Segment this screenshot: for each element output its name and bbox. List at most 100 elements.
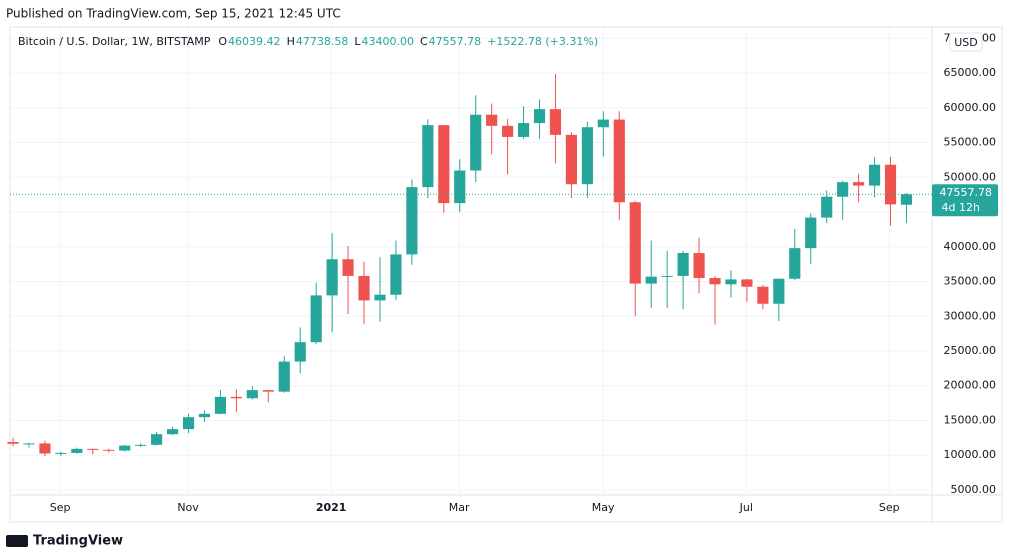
x-tick-label: 2021: [316, 501, 347, 514]
candle-body: [326, 259, 338, 296]
legend: Bitcoin / U.S. Dollar, 1W, BITSTAMP O 4603…: [18, 35, 598, 48]
y-tick-label: 40000.00: [944, 240, 997, 253]
candle-body: [773, 278, 785, 304]
y-tick-label: 60000.00: [944, 101, 997, 114]
ohlc-key: C: [420, 35, 428, 48]
brand: TradingView: [6, 534, 123, 549]
ohlc-key: H: [287, 35, 295, 48]
candle-body: [262, 390, 274, 392]
x-tick-label: Nov: [177, 501, 199, 514]
candle-body: [549, 109, 562, 135]
candle-body: [151, 434, 163, 445]
change: +1522.78 (+3.31%): [487, 35, 598, 48]
currency-label: USD: [954, 36, 978, 49]
candle-body: [406, 187, 418, 255]
candle-body: [454, 170, 466, 204]
currency-box: [949, 32, 983, 52]
candle-body: [470, 114, 482, 171]
candle-body: [805, 217, 817, 249]
y-tick-label: 10000.00: [944, 448, 997, 461]
candle-body: [87, 448, 99, 450]
candle-body: [677, 253, 689, 276]
x-tick-label: Mar: [449, 501, 470, 514]
symbol: Bitcoin / U.S. Dollar, 1W, BITSTAMP: [18, 35, 211, 48]
candle-body: [757, 286, 769, 304]
candle-body: [565, 134, 578, 185]
candle-body: [837, 182, 849, 197]
x-tick-label: May: [592, 501, 615, 514]
candle-body: [71, 448, 83, 453]
candle-body: [502, 125, 514, 137]
y-tick-label: 15000.00: [944, 413, 997, 426]
candle-body: [39, 443, 51, 454]
candle-body: [438, 125, 450, 204]
candle-body: [119, 445, 131, 451]
candle-body: [374, 294, 386, 301]
x-tick-label: Jul: [739, 501, 753, 514]
candle-body: [422, 125, 434, 188]
candle-body: [853, 182, 865, 186]
last-price-badge: [932, 184, 998, 217]
candle-body: [789, 248, 801, 279]
y-tick-label: 25000.00: [944, 344, 997, 357]
candle-body: [645, 276, 657, 284]
ohlc-value: 47738.58: [296, 35, 349, 48]
candle-body: [358, 275, 370, 301]
brand-name: TradingView: [33, 534, 123, 549]
candle-body: [294, 342, 306, 362]
candle-body: [661, 275, 673, 277]
candle-body: [103, 449, 115, 451]
last-price-label: 47557.78: [940, 186, 993, 199]
candle-body: [629, 202, 641, 284]
candle-body: [868, 164, 881, 186]
candle-body: [597, 119, 609, 128]
candle-body: [230, 396, 242, 399]
published-note: Published on TradingView.com, Sep 15, 20…: [6, 7, 341, 21]
candles: [7, 74, 932, 457]
candle-body: [821, 196, 833, 218]
candle-body: [517, 123, 530, 137]
candle-body: [390, 254, 402, 295]
y-tick-label: 55000.00: [944, 136, 997, 149]
brand-logo: [6, 535, 28, 547]
candle-body: [135, 444, 147, 446]
ohlc-value: 46039.42: [228, 35, 281, 48]
ohlc-value: 43400.00: [361, 35, 414, 48]
y-tick-label: 50000.00: [944, 170, 997, 183]
candle-body: [166, 429, 179, 435]
candle-body: [741, 279, 753, 287]
x-tick-label: Sep: [879, 501, 900, 514]
candle-body: [7, 442, 19, 444]
candle-body: [214, 396, 227, 414]
candle-body: [486, 114, 498, 126]
candle-body: [693, 253, 705, 279]
y-tick-label: 5000.00: [951, 483, 997, 496]
candle-body: [246, 390, 258, 399]
candle-body: [182, 417, 195, 430]
ohlc-key: O: [218, 35, 227, 48]
chart-frame: [9, 26, 1003, 523]
candle-body: [342, 259, 354, 276]
candle-body: [533, 109, 546, 124]
candle-body: [709, 278, 721, 285]
candle-body: [198, 413, 211, 418]
candle-body: [613, 119, 625, 203]
candle-body: [23, 443, 35, 445]
candle-body: [278, 361, 290, 392]
y-tick-label: 35000.00: [944, 275, 997, 288]
ohlc-value: 47557.78: [429, 35, 482, 48]
ohlc-key: L: [354, 35, 361, 48]
candle-body: [900, 194, 913, 205]
candle-body: [310, 295, 322, 343]
x-tick-label: Sep: [50, 501, 71, 514]
y-tick-label: 65000.00: [944, 66, 997, 79]
countdown: 4d 12h: [942, 201, 980, 214]
y-tick-label: 20000.00: [944, 379, 997, 392]
candle-body: [884, 164, 897, 205]
candle-body: [581, 127, 593, 185]
candle-body: [725, 279, 737, 285]
axes: 5000.00 10000.00 15000.00 20000.00 25000.00 3…: [50, 31, 998, 514]
y-tick-label: 30000.00: [944, 309, 997, 322]
